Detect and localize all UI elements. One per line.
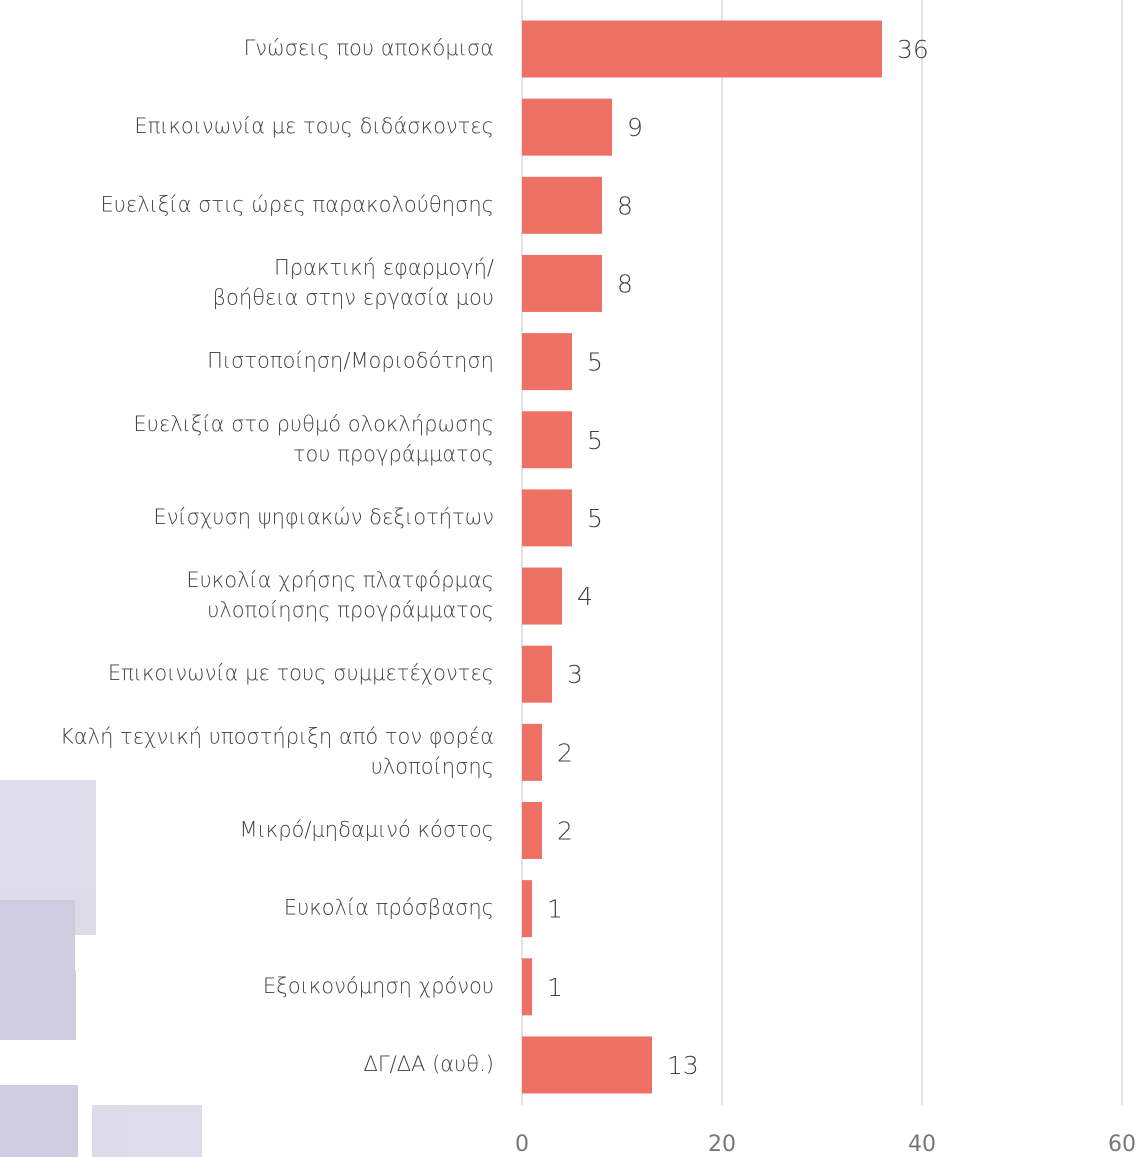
y-tick-label: Γνώσεις που αποκόμισα bbox=[244, 36, 494, 60]
label-line: Ευελιξία στο ρυθμό ολοκλήρωσης bbox=[133, 412, 494, 436]
bar bbox=[522, 333, 572, 391]
y-tick-label: Πιστοποίηση/Μοριοδότηση bbox=[207, 349, 494, 373]
y-tick-label: Καλή τεχνική υποστήριξη από τον φορέα υλο… bbox=[60, 724, 494, 778]
y-tick-label: Επικοινωνία με τους συμμετέχοντες bbox=[108, 661, 494, 685]
value-label: 36 bbox=[897, 35, 929, 64]
bar bbox=[522, 958, 532, 1016]
bar bbox=[522, 723, 542, 781]
bar bbox=[522, 567, 562, 625]
bar bbox=[522, 1036, 652, 1094]
label-line: Ευκολία πρόσβασης bbox=[284, 896, 494, 920]
background-decoration bbox=[0, 780, 202, 1157]
label-line: Ευελιξία στις ώρες παρακολούθησης bbox=[100, 192, 494, 216]
x-tick-label: 40 bbox=[908, 1132, 936, 1157]
bar bbox=[522, 880, 532, 938]
value-label: 13 bbox=[667, 1051, 699, 1080]
decor-square bbox=[0, 970, 76, 1040]
label-line: Καλή τεχνική υποστήριξη από τον φορέα bbox=[60, 724, 494, 748]
label-line: βοήθεια στην εργασία μου bbox=[213, 285, 494, 309]
value-label: 1 bbox=[547, 973, 563, 1002]
label-line: Γνώσεις που αποκόμισα bbox=[244, 36, 494, 60]
label-line: ΔΓ/ΔΑ (αυθ.) bbox=[364, 1052, 494, 1076]
x-tick-label: 60 bbox=[1108, 1132, 1136, 1157]
bar bbox=[522, 411, 572, 469]
y-tick-label: Μικρό/μηδαμινό κόστος bbox=[239, 818, 494, 842]
label-line: υλοποίησης bbox=[371, 754, 494, 778]
label-line: υλοποίησης προγράμματος bbox=[207, 598, 494, 622]
y-tick-label: Επικοινωνία με τους διδάσκοντες bbox=[134, 114, 494, 138]
y-tick-label: Ευελιξία στις ώρες παρακολούθησης bbox=[100, 192, 494, 216]
y-tick-label: Ευκολία πρόσβασης bbox=[284, 896, 494, 920]
value-label: 4 bbox=[577, 582, 593, 611]
bar bbox=[522, 254, 602, 312]
y-tick-label: Ευελιξία στο ρυθμό ολοκλήρωσης του προγρά… bbox=[133, 412, 494, 466]
bar bbox=[522, 98, 612, 156]
y-tick-label: ΔΓ/ΔΑ (αυθ.) bbox=[364, 1052, 494, 1076]
y-tick-label: Εξοικονόμηση χρόνου bbox=[263, 974, 494, 998]
y-tick-label: Ενίσχυση ψηφιακών δεξιοτήτων bbox=[153, 505, 494, 529]
bar bbox=[522, 802, 542, 859]
label-line: Ευκολία χρήσης πλατφόρμας bbox=[186, 568, 494, 592]
label-line: του προγράμματος bbox=[293, 442, 494, 466]
value-label: 1 bbox=[547, 895, 563, 924]
label-line: Μικρό/μηδαμινό κόστος bbox=[239, 818, 494, 842]
value-label: 3 bbox=[567, 660, 583, 689]
label-line: Επικοινωνία με τους συμμετέχοντες bbox=[108, 661, 494, 685]
label-line: Επικοινωνία με τους διδάσκοντες bbox=[134, 114, 494, 138]
label-line: Πρακτική εφαρμογή/ bbox=[274, 255, 494, 279]
value-label: 2 bbox=[557, 817, 573, 846]
value-label: 5 bbox=[587, 426, 603, 455]
label-line: Εξοικονόμηση χρόνου bbox=[263, 974, 494, 998]
value-label: 8 bbox=[617, 269, 633, 298]
bar bbox=[522, 176, 602, 234]
value-label: 5 bbox=[587, 348, 603, 377]
y-tick-label: Πρακτική εφαρμογή/βοήθεια στην εργασία μ… bbox=[213, 255, 494, 309]
bar bbox=[522, 20, 882, 78]
value-label: 9 bbox=[627, 113, 643, 142]
decor-square bbox=[92, 1105, 202, 1157]
x-tick-label: 0 bbox=[515, 1132, 529, 1157]
value-label: 8 bbox=[617, 191, 633, 220]
bar bbox=[522, 645, 552, 703]
value-label: 5 bbox=[587, 504, 603, 533]
bar bbox=[522, 489, 572, 547]
label-line: Πιστοποίηση/Μοριοδότηση bbox=[207, 349, 494, 373]
y-tick-label: Ευκολία χρήσης πλατφόρμας υλοποίησης προγ… bbox=[186, 568, 494, 622]
decor-square bbox=[0, 900, 75, 970]
label-line: Ενίσχυση ψηφιακών δεξιοτήτων bbox=[153, 505, 494, 529]
value-label: 2 bbox=[557, 738, 573, 767]
decor-square bbox=[0, 1085, 78, 1157]
x-tick-label: 20 bbox=[708, 1132, 736, 1157]
